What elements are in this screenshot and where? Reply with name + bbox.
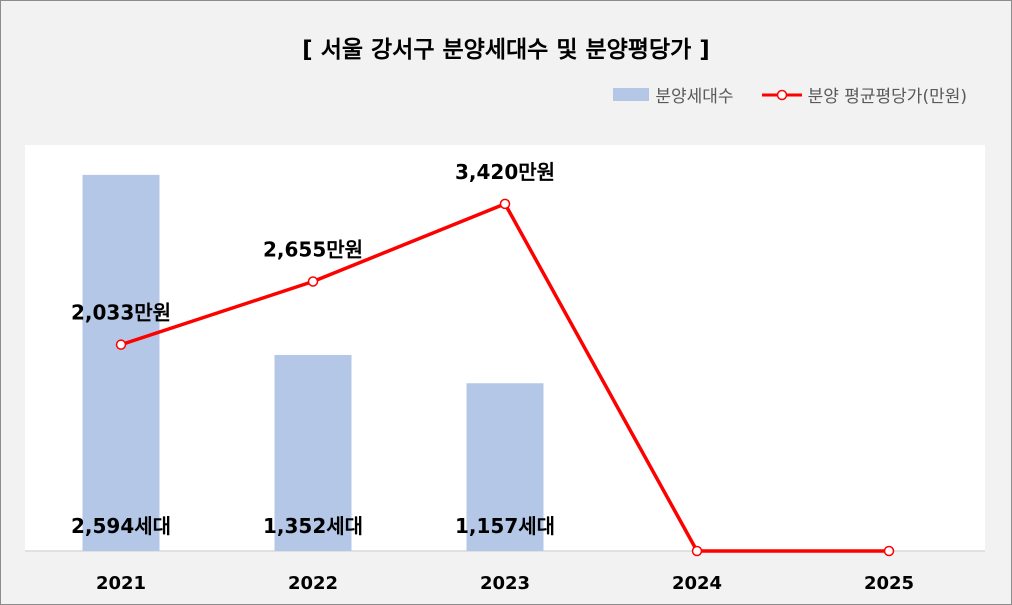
price-point-2022 [307, 276, 319, 287]
legend-line-swatch [761, 89, 802, 100]
legend-item-bar: 분양세대수 [613, 82, 734, 107]
x-tick-2025: 2025 [864, 573, 914, 594]
bar-2023 [466, 383, 544, 551]
bar-label-2022: 1,352세대 [263, 514, 363, 538]
bar-2022 [274, 354, 352, 551]
bar-2021 [82, 174, 160, 551]
legend-bar-swatch [613, 88, 650, 101]
bar-label-2023: 1,157세대 [455, 514, 555, 538]
x-tick-labels: 2021 2022 2023 2024 2025 [96, 573, 914, 594]
legend-item-line: 분양 평균평당가(만원) [761, 82, 967, 107]
price-point-2023 [499, 198, 511, 210]
price-point-2021 [115, 339, 127, 350]
legend-bar-label: 분양세대수 [655, 87, 734, 107]
price-point-2025 [883, 545, 895, 557]
legend: 분양세대수 분양 평균평당가(만원) [613, 82, 967, 107]
line-series [115, 198, 895, 557]
x-tick-2021: 2021 [96, 573, 146, 594]
bar-series [82, 174, 544, 551]
price-label-2023: 3,420만원 [455, 160, 555, 184]
legend-line-label: 분양 평균평당가(만원) [807, 87, 967, 107]
x-tick-2023: 2023 [480, 573, 530, 594]
x-tick-2022: 2022 [288, 573, 338, 594]
bar-label-2021: 2,594세대 [71, 514, 171, 538]
price-label-2022: 2,655만원 [263, 238, 363, 262]
price-point-2024 [691, 545, 703, 557]
price-label-2021: 2,033만원 [71, 301, 171, 325]
chart-title: [ 서울 강서구 분양세대수 및 분양평당가 ] [302, 37, 710, 63]
x-tick-2024: 2024 [672, 573, 722, 594]
data-labels: 2,594세대 1,352세대 1,157세대 2,033만원 2,655만원 3,420… [71, 160, 555, 538]
